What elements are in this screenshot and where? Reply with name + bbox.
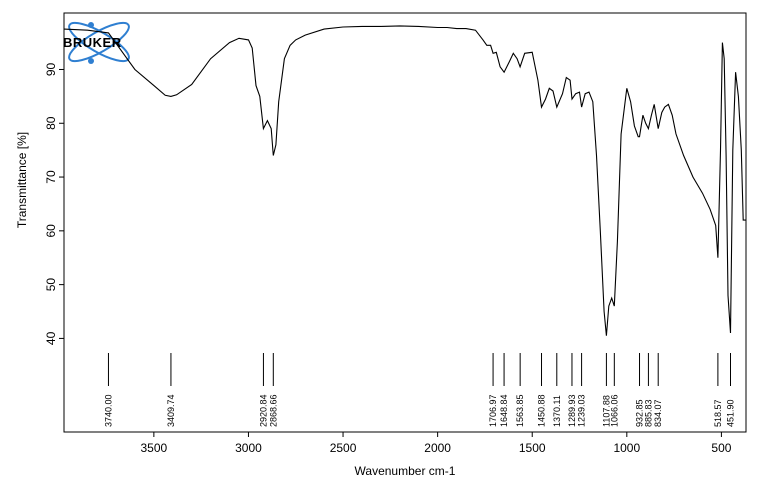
y-axis-title: Transmittance [%] [15,132,29,228]
peak-label: 1706.97 [488,394,498,427]
peak-label: 1066.06 [609,394,619,427]
x-tick-label: 1500 [519,441,546,455]
spectrum-line [63,25,746,336]
bruker-logo: BRUKER [63,21,130,64]
x-tick-label: 500 [711,441,731,455]
x-tick-label: 2500 [330,441,357,455]
x-tick-label: 2000 [424,441,451,455]
x-axis: 3500 3000 2500 2000 1500 1000 500 [141,432,732,455]
peak-label: 1370.11 [552,395,562,427]
peak-label: 2868.66 [268,394,278,427]
y-axis: 40 50 60 70 80 90 [44,62,64,345]
peak-label: 451.90 [726,399,736,427]
peak-label: 1563.85 [515,394,525,427]
peak-label: 3740.00 [103,394,113,427]
logo-dot-2 [88,58,94,64]
peak-label: 1289.93 [567,394,577,427]
x-tick-label: 1000 [613,441,640,455]
x-tick-label: 3000 [235,441,262,455]
x-axis-title: Wavenumber cm-1 [355,464,456,478]
y-tick-label: 90 [44,62,58,76]
peak-label: 3409.74 [166,394,176,427]
y-tick-label: 50 [44,278,58,292]
peak-label: 1450.88 [537,394,547,427]
logo-dot-1 [88,22,94,28]
plot-frame [63,12,747,433]
peak-label: 1107.88 [601,395,611,427]
peak-label: 2920.84 [258,394,268,427]
peak-label: 932.85 [635,399,645,427]
y-tick-label: 60 [44,224,58,238]
peak-markers: 3740.00 3409.74 2920.84 2868.66 1706.97 1648.… [103,353,736,427]
logo-orbit-1 [68,21,130,63]
peak-label: 518.57 [713,399,723,427]
peak-label: 885.83 [643,399,653,427]
y-tick-label: 40 [44,331,58,345]
peak-label: 834.07 [653,399,663,427]
logo-text: BRUKER [63,35,122,50]
peak-label: 1648.84 [499,394,509,427]
x-tick-label: 3500 [141,441,168,455]
peak-label: 1239.03 [577,394,587,427]
logo-orbit-2 [68,21,130,63]
y-tick-label: 80 [44,116,58,130]
y-tick-label: 70 [44,170,58,184]
